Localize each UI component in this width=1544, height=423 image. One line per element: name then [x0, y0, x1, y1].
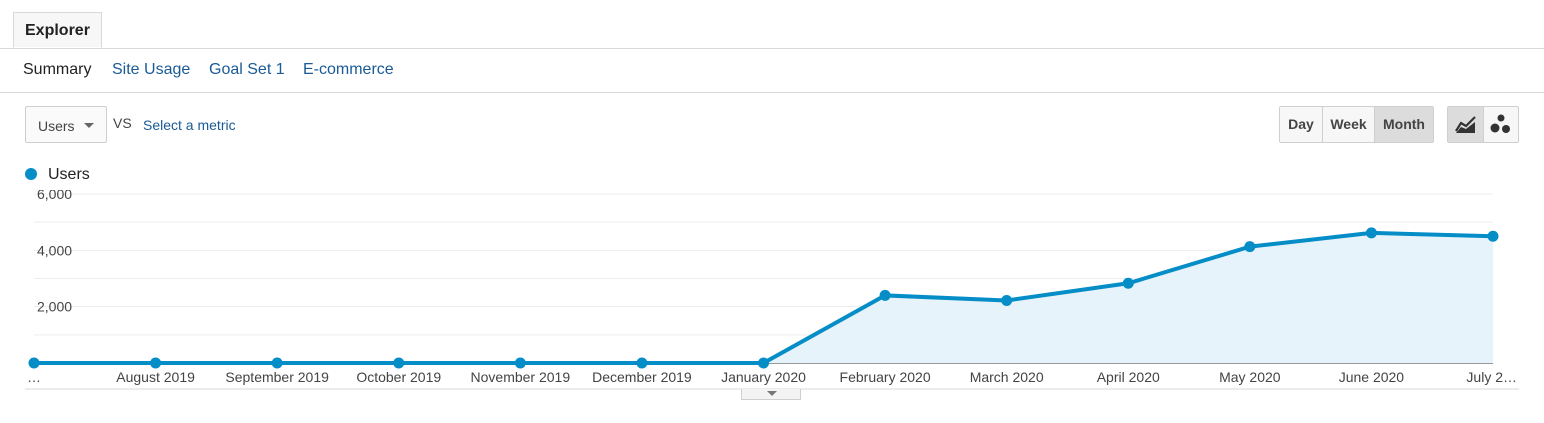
legend-users-label: Users — [48, 166, 90, 183]
tab-bar: Explorer — [0, 0, 1544, 49]
users-data-point[interactable] — [1487, 230, 1499, 242]
users-data-point[interactable] — [28, 357, 40, 369]
sub-navigation: Summary Site Usage Goal Set 1 E-commerce — [0, 49, 1544, 93]
line-chart-button[interactable] — [1448, 107, 1484, 142]
x-tick-label: July 2… — [1466, 369, 1517, 385]
chevron-down-icon — [767, 391, 777, 396]
y-tick-label: 4,000 — [37, 242, 72, 258]
x-tick-label: June 2020 — [1339, 369, 1405, 385]
y-tick-label: 6,000 — [37, 190, 72, 202]
x-tick-label: September 2019 — [225, 369, 329, 385]
vs-label: VS — [113, 115, 132, 131]
tab-explorer[interactable]: Explorer — [13, 12, 102, 48]
users-data-point[interactable] — [150, 357, 162, 369]
x-tick-label: … — [27, 369, 41, 385]
week-button[interactable]: Week — [1323, 107, 1375, 142]
x-tick-label: May 2020 — [1219, 369, 1281, 385]
chart-expand-toggle[interactable] — [741, 389, 801, 400]
x-tick-label: March 2020 — [970, 369, 1044, 385]
chart-type-toggle — [1447, 106, 1519, 143]
users-area-fill — [34, 232, 1493, 363]
subnav-ecommerce[interactable]: E-commerce — [303, 61, 394, 78]
users-data-point[interactable] — [1244, 241, 1256, 253]
month-button[interactable]: Month — [1375, 107, 1433, 142]
select-metric-link[interactable]: Select a metric — [143, 117, 236, 133]
y-tick-label: 2,000 — [37, 299, 72, 315]
day-button[interactable]: Day — [1280, 107, 1323, 142]
subnav-summary[interactable]: Summary — [23, 61, 92, 78]
users-data-point[interactable] — [879, 289, 891, 301]
subnav-site-usage[interactable]: Site Usage — [112, 61, 191, 78]
x-tick-label: February 2020 — [840, 369, 931, 385]
legend-users-marker — [25, 168, 37, 180]
x-tick-label: November 2019 — [471, 369, 571, 385]
x-tick-label: April 2020 — [1097, 369, 1160, 385]
metric-dropdown-label: Users — [38, 118, 75, 134]
users-data-point[interactable] — [636, 357, 648, 369]
users-data-point[interactable] — [1122, 277, 1134, 289]
granularity-toggle: Day Week Month — [1279, 106, 1434, 143]
metric-dropdown[interactable]: Users — [25, 106, 107, 143]
motion-chart-button[interactable] — [1484, 107, 1518, 142]
users-data-point[interactable] — [1001, 294, 1013, 306]
x-tick-label: December 2019 — [592, 369, 692, 385]
motion-chart-icon — [1490, 114, 1510, 133]
users-line-chart: 2,000 4,000 6,000 … August 2019 September 20… — [25, 190, 1519, 390]
chevron-down-icon — [84, 123, 94, 128]
subnav-goal-set-1[interactable]: Goal Set 1 — [209, 61, 285, 78]
users-data-point[interactable] — [514, 357, 526, 369]
users-data-point[interactable] — [393, 357, 405, 369]
x-tick-label: August 2019 — [116, 369, 195, 385]
x-tick-label: January 2020 — [721, 369, 806, 385]
users-data-point[interactable] — [1365, 227, 1377, 239]
x-tick-label: October 2019 — [356, 369, 441, 385]
line-chart-icon — [1454, 116, 1476, 133]
users-data-point[interactable] — [271, 357, 283, 369]
users-data-point[interactable] — [758, 357, 769, 369]
